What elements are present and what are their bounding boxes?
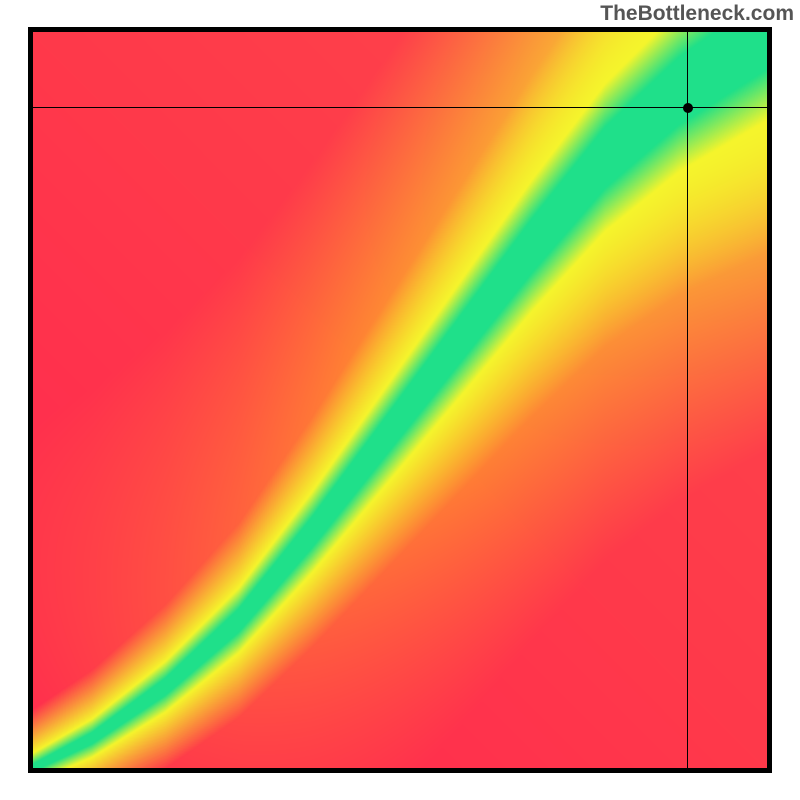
crosshair-horizontal bbox=[33, 107, 767, 108]
chart-container: { "watermark": { "text": "TheBottleneck.… bbox=[0, 0, 800, 800]
plot-border bbox=[28, 27, 772, 773]
crosshair-marker bbox=[683, 103, 693, 113]
crosshair-vertical bbox=[687, 32, 688, 768]
watermark-text: TheBottleneck.com bbox=[600, 2, 794, 26]
